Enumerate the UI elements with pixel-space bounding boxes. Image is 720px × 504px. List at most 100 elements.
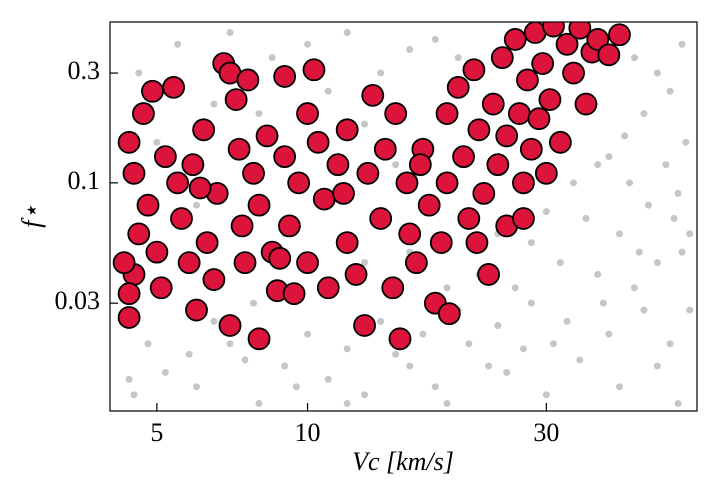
highlight-point: [117, 306, 141, 329]
background-point: [605, 153, 613, 161]
background-point: [255, 399, 263, 407]
x-tick-label: 30: [533, 418, 559, 447]
background-point: [135, 69, 143, 77]
highlight-point: [166, 171, 189, 195]
background-point: [304, 40, 312, 48]
highlight-point: [481, 92, 505, 116]
background-point: [454, 54, 462, 62]
highlight-point: [527, 107, 551, 131]
background-point: [576, 356, 584, 364]
background-point: [674, 189, 682, 197]
background-point: [304, 330, 312, 338]
highlight-point: [302, 58, 326, 82]
highlight-point: [233, 251, 257, 275]
highlight-point: [335, 231, 359, 255]
highlight-point: [495, 124, 519, 148]
background-point: [392, 350, 400, 358]
background-point: [406, 362, 414, 370]
x-tick-label: 5: [150, 418, 163, 447]
background-point: [640, 110, 648, 118]
background-point: [615, 230, 623, 238]
highlight-point: [188, 176, 212, 200]
highlight-point: [373, 137, 397, 161]
background-point: [392, 161, 400, 169]
highlight-point: [177, 251, 201, 275]
background-point: [670, 214, 678, 222]
highlight-point: [356, 161, 380, 185]
background-point: [644, 201, 652, 209]
x-axis-label: Vc [km/s]: [352, 447, 454, 476]
highlight-point: [192, 118, 216, 142]
highlight-point: [353, 314, 376, 337]
background-point: [324, 375, 332, 383]
background-point: [678, 40, 686, 48]
highlight-point: [490, 46, 514, 70]
highlight-point: [332, 181, 355, 205]
background-point: [161, 368, 169, 376]
background-point: [153, 138, 161, 146]
background-point: [419, 330, 427, 338]
background-point: [193, 201, 201, 209]
highlight-point: [507, 102, 531, 125]
highlight-point: [273, 145, 297, 169]
highlight-point: [236, 68, 260, 92]
highlight-point: [326, 153, 350, 177]
background-point: [653, 259, 661, 267]
background-point: [241, 356, 249, 364]
background-point: [343, 399, 351, 407]
background-point: [527, 299, 535, 307]
background-point: [686, 306, 694, 314]
highlight-point: [457, 207, 481, 230]
highlight-point: [242, 161, 265, 185]
highlight-point: [568, 22, 592, 40]
highlight-point: [282, 282, 306, 306]
highlight-point: [149, 276, 173, 300]
highlight-point: [435, 171, 459, 195]
highlight-point: [296, 102, 319, 125]
highlight-point: [465, 231, 489, 255]
highlight-point: [224, 88, 248, 112]
background-point: [594, 270, 602, 278]
background-point: [653, 362, 661, 370]
highlight-point: [335, 118, 359, 142]
highlight-point: [154, 145, 177, 169]
background-point: [406, 45, 414, 53]
axes-frame: [109, 21, 698, 412]
highlight-point: [141, 79, 164, 103]
background-point: [605, 330, 613, 338]
highlight-point: [268, 246, 292, 270]
highlight-point: [278, 214, 301, 238]
highlight-point: [574, 92, 598, 116]
background-point: [361, 259, 369, 267]
highlight-point: [127, 222, 151, 246]
highlight-point: [227, 137, 251, 161]
background-point: [640, 306, 648, 314]
background-point: [130, 391, 138, 399]
background-point: [210, 100, 218, 108]
y-tick-label: 0.3: [68, 56, 101, 85]
background-point: [511, 284, 519, 292]
background-point: [226, 340, 234, 348]
background-point: [292, 383, 300, 391]
highlight-point: [247, 327, 271, 351]
highlight-point: [462, 58, 486, 82]
highlight-point: [477, 263, 500, 286]
highlight-point: [344, 263, 368, 286]
background-point: [666, 87, 674, 95]
highlight-point: [516, 68, 539, 92]
highlight-point: [512, 207, 535, 230]
background-point: [615, 383, 623, 391]
background-point: [465, 340, 473, 348]
background-point: [635, 248, 643, 256]
background-point: [503, 368, 511, 376]
highlight-point: [417, 193, 441, 217]
background-point: [324, 87, 332, 95]
background-point: [678, 248, 686, 256]
background-point: [185, 350, 193, 358]
background-point: [519, 345, 527, 353]
background-point: [621, 132, 629, 140]
background-point: [549, 340, 557, 348]
highlight-point: [538, 88, 562, 112]
highlight-point: [395, 171, 419, 195]
